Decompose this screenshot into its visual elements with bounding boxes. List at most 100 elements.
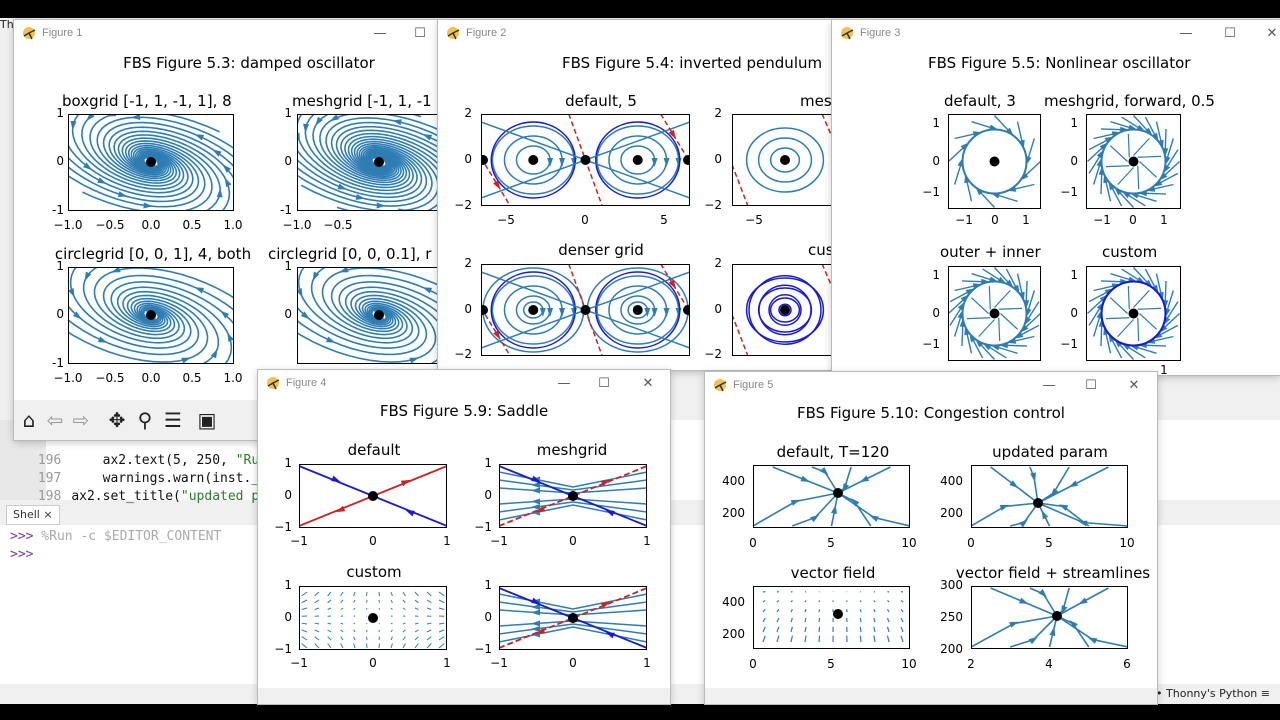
phase-plot[interactable] xyxy=(948,114,1041,209)
phase-plot[interactable] xyxy=(1086,114,1181,209)
title-bar[interactable]: Figure 3 — ☐ ✕ xyxy=(832,20,1280,48)
equilibrium-point xyxy=(481,155,488,165)
phase-plot[interactable] xyxy=(732,114,838,206)
streamline xyxy=(804,609,807,613)
close-button[interactable]: ✕ xyxy=(642,376,654,391)
pan-icon[interactable]: ✥ xyxy=(108,408,126,432)
x-tick-label: 6 xyxy=(1123,657,1131,671)
x-tick-label: −0.5 xyxy=(323,218,353,232)
x-tick-label: 5 xyxy=(827,657,835,671)
streamline-arrow xyxy=(1144,127,1153,137)
phase-plot[interactable] xyxy=(753,465,910,528)
streamline-arrow xyxy=(1078,520,1088,527)
minimize-button[interactable]: — xyxy=(557,376,571,391)
streamline-arrow xyxy=(819,467,829,476)
figure-4-window[interactable]: Figure 4 — ☐ ✕ FBS Figure 5.9: Saddle de… xyxy=(258,370,670,704)
streamline-arrow xyxy=(982,342,992,351)
streamline-arrow xyxy=(1151,132,1159,143)
code-line[interactable]: 196 ax2.text(5, 250, "Ru xyxy=(0,438,259,468)
y-tick-label: -1 xyxy=(280,203,292,217)
title-bar[interactable]: Figure 2 xyxy=(438,20,838,48)
phase-plot[interactable] xyxy=(971,465,1128,528)
streamline-arrow xyxy=(960,142,970,151)
configure-subplots-icon[interactable]: ☰ xyxy=(164,408,182,432)
figure-2-window[interactable]: Figure 2 FBS Figure 5.4: inverted pendul… xyxy=(438,20,838,370)
figure-5-window[interactable]: Figure 5 — ☐ ✕ FBS Figure 5.10: Congesti… xyxy=(705,372,1157,704)
maximize-button[interactable]: ☐ xyxy=(1085,378,1097,393)
streamline-arrow xyxy=(651,157,658,167)
zoom-icon[interactable]: ⚲ xyxy=(137,408,153,432)
home-icon[interactable]: ⌂ xyxy=(22,408,36,432)
minimize-button[interactable]: — xyxy=(1042,378,1056,393)
phase-plot[interactable] xyxy=(297,114,444,211)
streamline-arrow xyxy=(663,157,670,167)
shell-tab[interactable]: Shell × xyxy=(6,505,60,525)
maximize-button[interactable]: ☐ xyxy=(598,376,610,391)
x-tick-label: −1 xyxy=(955,213,973,227)
phase-plot[interactable] xyxy=(753,586,910,649)
streamline xyxy=(1127,285,1130,310)
streamline-arrow xyxy=(1018,597,1029,604)
close-button[interactable]: ✕ xyxy=(1266,26,1278,41)
phase-plot[interactable] xyxy=(297,267,444,364)
streamline xyxy=(873,600,876,603)
streamline-arrow xyxy=(210,348,218,359)
equilibrium-point xyxy=(683,155,690,165)
phase-plot[interactable] xyxy=(499,464,647,528)
phase-plot[interactable] xyxy=(68,267,234,364)
phase-plot[interactable] xyxy=(971,586,1128,649)
phase-plot[interactable] xyxy=(481,264,690,356)
streamline-arrow xyxy=(531,504,541,510)
streamline-arrow xyxy=(212,149,222,157)
title-bar[interactable]: Figure 4 — ☐ ✕ xyxy=(258,370,670,398)
equilibrium-point xyxy=(580,155,591,165)
y-tick-label: 0 xyxy=(464,152,472,166)
maximize-button[interactable]: ☐ xyxy=(1224,26,1236,41)
close-button[interactable]: ✕ xyxy=(1128,378,1140,393)
title-bar[interactable]: Figure 5 — ☐ ✕ xyxy=(705,372,1157,400)
title-bar[interactable]: Figure 1 — ☐ xyxy=(14,20,444,48)
equilibrium-point xyxy=(833,609,843,619)
streamline xyxy=(762,599,766,603)
streamline-arrow xyxy=(1157,139,1164,150)
minimize-button[interactable]: — xyxy=(1179,26,1193,41)
axes-title: denser grid xyxy=(558,241,644,259)
interpreter-label[interactable]: 3 • Thonny's Python ≡ xyxy=(1145,687,1270,700)
shell-prompt[interactable]: >>> xyxy=(10,547,34,562)
x-tick-label: 1 xyxy=(1022,213,1030,227)
code-line[interactable]: 198 ax2.set_title("updated pa xyxy=(0,474,267,504)
back-icon[interactable]: ⇦ xyxy=(46,408,64,432)
x-tick-label: 0 xyxy=(749,657,757,671)
phase-plot[interactable] xyxy=(1086,266,1181,361)
x-tick-label: 10 xyxy=(901,536,917,550)
phase-plot[interactable] xyxy=(732,264,838,356)
streamline xyxy=(300,140,439,211)
phase-plot[interactable] xyxy=(948,266,1041,361)
axes-frame xyxy=(753,465,910,528)
save-icon[interactable]: ▣ xyxy=(197,408,217,432)
phase-plot[interactable] xyxy=(481,114,690,206)
maximize-button[interactable]: ☐ xyxy=(414,26,426,41)
phase-plot[interactable] xyxy=(68,114,234,211)
equilibrium-point xyxy=(683,305,690,315)
streamline-arrow xyxy=(981,278,991,285)
phase-plot[interactable] xyxy=(499,586,647,650)
streamline xyxy=(438,629,445,633)
y-tick-label: 2 xyxy=(464,256,472,270)
figure-3-window[interactable]: Figure 3 — ☐ ✕ FBS Figure 5.5: Nonlinear… xyxy=(832,20,1280,375)
code-line[interactable]: 197 warnings.warn(inst._ xyxy=(0,456,259,486)
streamline-arrow xyxy=(1049,626,1056,637)
streamline-arrow xyxy=(111,267,121,273)
streamline xyxy=(68,142,206,208)
manifold-arrow xyxy=(400,479,411,487)
window-title: Figure 3 xyxy=(860,27,901,39)
streamline-arrow xyxy=(222,164,231,173)
phase-plot[interactable] xyxy=(299,464,447,528)
phase-plot[interactable] xyxy=(299,586,447,650)
y-tick-label: 0 xyxy=(1070,154,1078,168)
figure-title: FBS Figure 5.5: Nonlinear oscillator xyxy=(928,54,1191,72)
streamline-arrow xyxy=(1050,488,1059,497)
minimize-button[interactable]: — xyxy=(373,26,387,41)
forward-icon[interactable]: ⇨ xyxy=(72,408,90,432)
navigation-toolbar xyxy=(258,688,670,704)
